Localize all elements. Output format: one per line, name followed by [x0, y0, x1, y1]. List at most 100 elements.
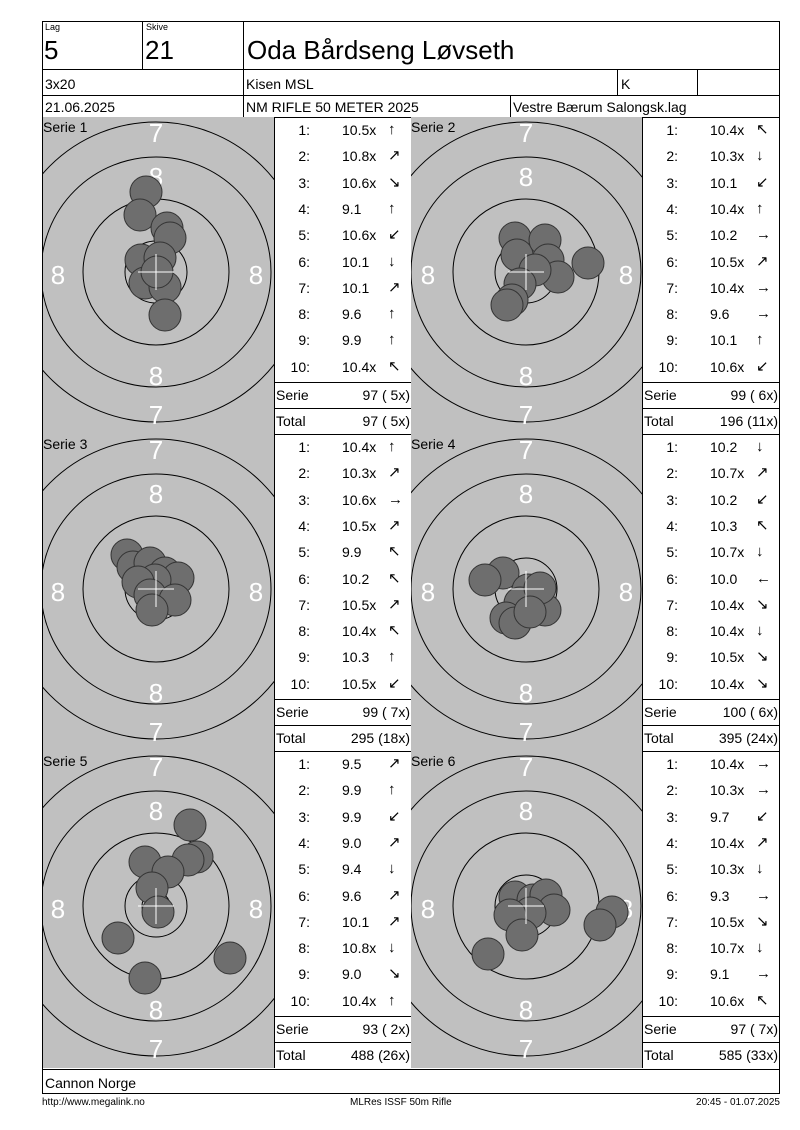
- shot-direction-arrow-icon: ↑: [388, 121, 396, 138]
- shot-number: 6:: [666, 253, 678, 270]
- shot-score: 10.5x: [710, 913, 745, 930]
- shot-direction-arrow-icon: ↑: [388, 305, 396, 323]
- shot-number: 1:: [298, 756, 310, 772]
- shot-score: 10.5x: [342, 675, 377, 692]
- club-short: Kisen MSL: [246, 76, 314, 92]
- ring-label-8-left: 8: [421, 577, 435, 607]
- shot-score: 10.1: [710, 332, 738, 349]
- shot-direction-arrow-icon: ↓: [388, 252, 396, 270]
- shot-direction-arrow-icon: ↗: [388, 833, 401, 851]
- ring-label-7-bottom: 7: [149, 1034, 163, 1064]
- shot-direction-arrow-icon: ←: [756, 569, 771, 587]
- shot-direction-arrow-icon: ↗: [756, 252, 769, 270]
- shot-score: 9.3: [710, 887, 730, 904]
- ring-label-8-right: 8: [249, 577, 263, 607]
- shooter-class: K: [621, 76, 631, 92]
- shot-number: 10:: [658, 358, 678, 375]
- shot-score: 10.7x: [710, 465, 745, 482]
- target-serie-2: 7 7 8 8 8 8: [411, 117, 642, 434]
- shot-direction-arrow-icon: ↗: [756, 833, 769, 851]
- target-ring: [82, 515, 230, 663]
- ring-label-8-bottom: 8: [519, 995, 533, 1025]
- total-sum-value: 295 (18x): [350, 730, 410, 746]
- shot-score: 10.5x: [342, 122, 377, 138]
- shot-number: 8:: [666, 623, 678, 640]
- shot-direction-arrow-icon: ↘: [756, 674, 769, 692]
- shot-direction-arrow-icon: ↘: [756, 912, 769, 930]
- ring-label-8-right: 8: [249, 894, 263, 924]
- shot-direction-arrow-icon: ↙: [388, 807, 401, 825]
- club-full: Cannon Norge: [45, 1075, 137, 1091]
- shot-score: 10.4x: [710, 675, 745, 692]
- shot-direction-arrow-icon: ↓: [756, 438, 764, 455]
- shot-number: 1:: [666, 439, 678, 455]
- shot-direction-arrow-icon: ↓: [756, 622, 764, 640]
- shot-number: 8:: [666, 940, 678, 957]
- serie-title: Serie 5: [43, 753, 88, 769]
- ring-label-8-right: 8: [249, 260, 263, 290]
- shot-number: 3:: [298, 808, 310, 825]
- shot-hole: [583, 908, 617, 942]
- shot-number: 5:: [298, 227, 310, 244]
- shot-score: 10.1: [342, 913, 370, 930]
- serie-sum-label: Serie: [644, 387, 677, 403]
- shot-score: 10.6x: [710, 992, 745, 1009]
- shot-number: 8:: [298, 623, 310, 640]
- lag-label: Lag: [45, 22, 61, 32]
- total-sum-label: Total: [644, 413, 674, 429]
- shot-score: 10.3x: [710, 148, 745, 165]
- shot-number: 10:: [658, 992, 678, 1009]
- shot-score: 10.6x: [342, 174, 377, 191]
- total-sum-label: Total: [644, 730, 674, 746]
- shot-number: 10:: [658, 675, 678, 692]
- ring-label-7-top: 7: [149, 118, 163, 148]
- ring-label-8-left: 8: [421, 260, 435, 290]
- shot-score: 10.1: [342, 253, 370, 270]
- shot-number: 9:: [298, 332, 310, 349]
- shot-score: 10.1: [342, 279, 370, 296]
- shot-direction-arrow-icon: ↘: [388, 965, 401, 983]
- shot-score: 10.4x: [710, 756, 745, 772]
- shot-number: 6:: [298, 253, 310, 270]
- shot-score: 10.5x: [710, 649, 745, 666]
- footer-software: MLRes ISSF 50m Rifle: [350, 1097, 452, 1108]
- shot-score: 9.9: [342, 332, 362, 349]
- shot-direction-arrow-icon: →: [756, 886, 771, 904]
- shot-score: 9.1: [710, 966, 730, 983]
- shot-score: 10.8x: [342, 148, 377, 165]
- shot-number: 10:: [290, 358, 310, 375]
- serie-sum-label: Serie: [644, 1021, 677, 1037]
- shot-direction-arrow-icon: ↑: [388, 781, 396, 799]
- shot-direction-arrow-icon: ↗: [388, 147, 401, 165]
- shot-number: 6:: [298, 570, 310, 587]
- shot-score: 10.4x: [342, 623, 377, 640]
- shot-score: 10.4x: [342, 992, 377, 1009]
- shot-score: 10.2: [342, 570, 370, 587]
- shot-direction-arrow-icon: ↓: [388, 939, 396, 957]
- shot-number: 7:: [666, 596, 678, 613]
- shot-number: 9:: [666, 332, 678, 349]
- shot-number: 7:: [298, 279, 310, 296]
- total-sum-label: Total: [276, 730, 306, 746]
- total-sum-value: 395 (24x): [718, 730, 778, 746]
- shot-score: 10.4x: [710, 122, 745, 138]
- footer-url[interactable]: http://www.megalink.no: [42, 1097, 145, 1108]
- shot-direction-arrow-icon: ↙: [756, 490, 769, 508]
- total-sum-value: 488 (26x): [350, 1047, 410, 1063]
- shot-direction-arrow-icon: ↓: [388, 860, 396, 878]
- shot-hole: [571, 246, 605, 280]
- ring-label-8-top: 8: [149, 479, 163, 509]
- shot-direction-arrow-icon: ↑: [756, 199, 764, 217]
- shot-number: 4:: [298, 517, 310, 534]
- footer-timestamp: 20:45 - 01.07.2025: [696, 1097, 780, 1108]
- target-ring: [411, 156, 642, 388]
- serie-title: Serie 3: [43, 436, 88, 452]
- shot-score: 9.4: [342, 861, 362, 878]
- shot-hole: [135, 593, 169, 627]
- shot-direction-arrow-icon: ↖: [388, 569, 401, 587]
- shot-score: 10.3x: [342, 465, 377, 482]
- shot-hole: [123, 198, 157, 232]
- shot-number: 5:: [666, 861, 678, 878]
- ring-label-8-bottom: 8: [149, 361, 163, 391]
- ring-label-7-bottom: 7: [149, 717, 163, 747]
